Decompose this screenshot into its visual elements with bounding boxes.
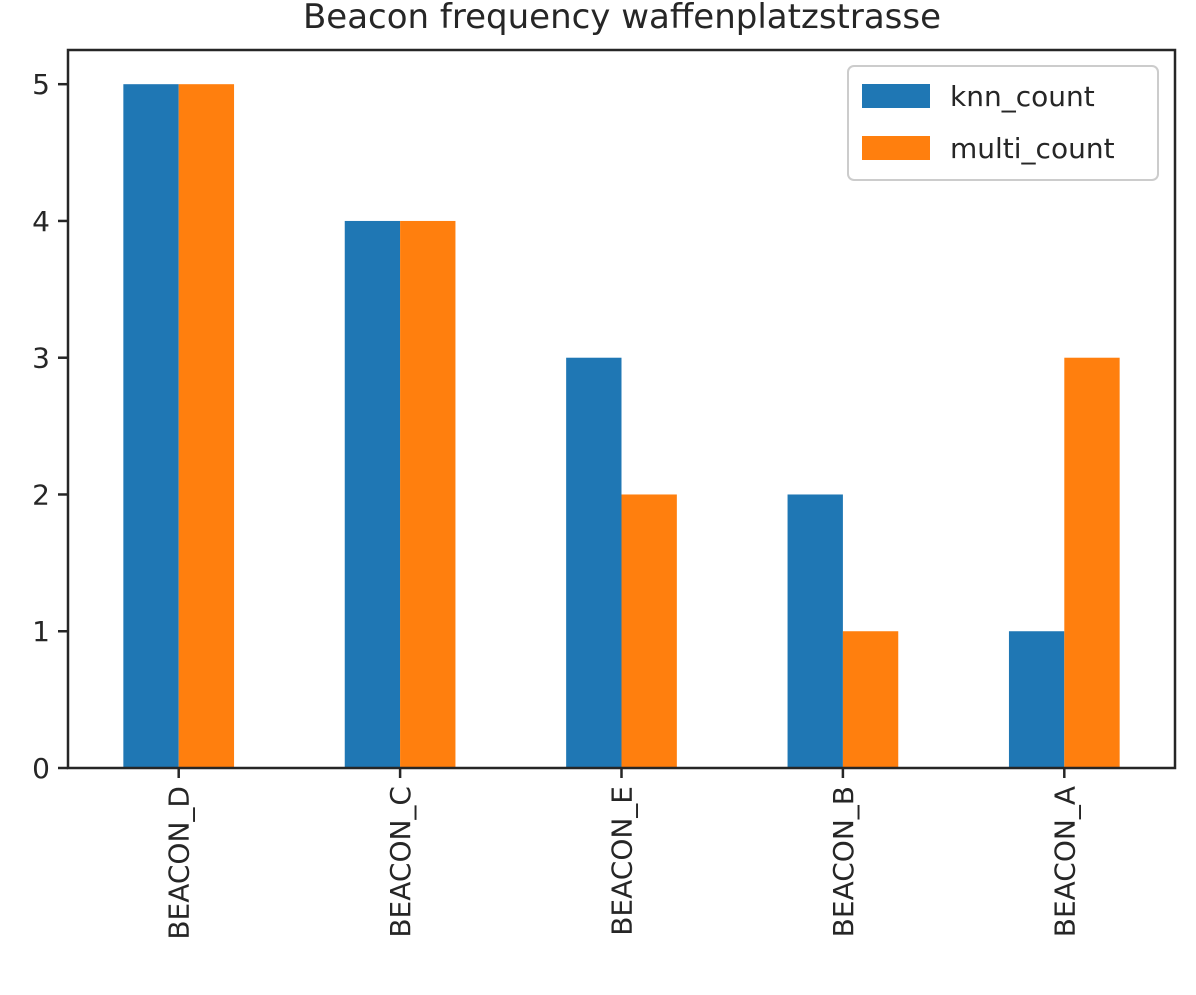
legend: knn_count multi_count <box>847 65 1159 181</box>
legend-swatch-knn_count <box>862 84 930 108</box>
y-tick-label: 0 <box>32 752 50 785</box>
x-tick-label: BEACON_C <box>384 786 417 938</box>
bar-multi_count-BEACON_E <box>621 494 677 768</box>
legend-label-knn_count: knn_count <box>950 80 1095 113</box>
plot-frame <box>66 48 1177 770</box>
y-tick-label: 1 <box>32 615 50 648</box>
x-tick-label: BEACON_B <box>827 786 860 937</box>
chart-title: Beacon frequency waffenplatzstrasse <box>303 0 941 37</box>
bar-knn_count-BEACON_A <box>1008 631 1065 768</box>
y-tick-label: 5 <box>32 68 50 101</box>
bar-multi_count-BEACON_A <box>1064 357 1120 768</box>
bar-multi_count-BEACON_B <box>842 631 899 768</box>
y-axis: 0 1 2 3 4 5 <box>32 68 68 785</box>
bar-knn_count-BEACON_E <box>566 357 622 768</box>
bar-knn_count-BEACON_C <box>344 220 401 768</box>
x-tick-label: BEACON_E <box>606 786 639 936</box>
x-tick-label: BEACON_D <box>163 786 196 940</box>
x-axis: BEACON_D BEACON_C BEACON_E BEACON_B BEACON_A <box>163 768 1081 940</box>
bar-knn_count-BEACON_B <box>787 494 843 768</box>
legend-swatch-multi_count <box>862 136 930 160</box>
x-tick-label: BEACON_A <box>1048 786 1081 937</box>
y-tick-label: 3 <box>32 342 50 375</box>
bar-multi_count-BEACON_D <box>178 84 235 768</box>
legend-label-multi_count: multi_count <box>950 132 1115 165</box>
bar-knn_count-BEACON_D <box>123 84 179 768</box>
y-tick-label: 2 <box>32 478 50 511</box>
bars-group <box>123 84 1120 768</box>
y-tick-label: 4 <box>32 205 50 238</box>
bar-multi_count-BEACON_C <box>400 220 456 768</box>
